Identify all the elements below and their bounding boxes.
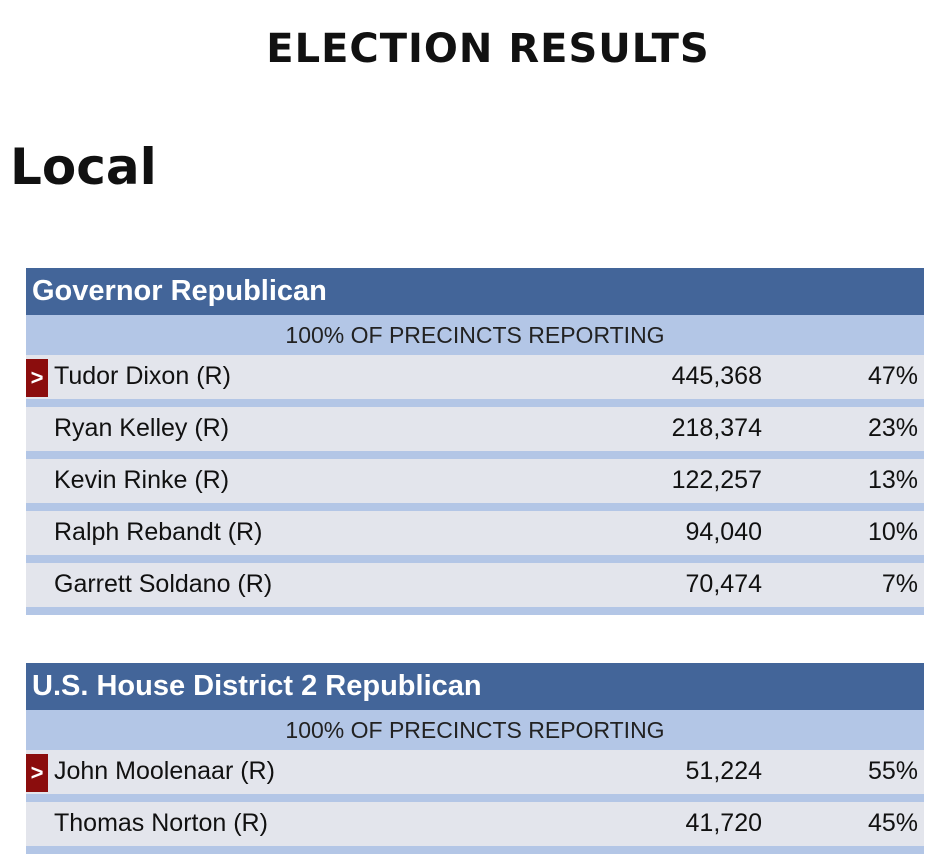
candidate-votes: 94,040 bbox=[685, 518, 762, 546]
candidate-votes: 218,374 bbox=[671, 414, 762, 442]
candidate-name: Kevin Rinke (R) bbox=[54, 466, 230, 494]
winner-marker-icon: > bbox=[26, 359, 48, 397]
candidate-percent: 10% bbox=[867, 518, 918, 546]
race-table-us-house-district-2: U.S. House District 2 Republican 100% OF… bbox=[26, 663, 924, 854]
candidate-percent: 23% bbox=[867, 414, 918, 442]
candidate-percent: 7% bbox=[881, 570, 918, 598]
candidate-name: Thomas Norton (R) bbox=[54, 809, 268, 837]
candidate-name: Ryan Kelley (R) bbox=[54, 414, 230, 442]
precincts-reporting: 100% OF PRECINCTS REPORTING bbox=[26, 710, 924, 750]
candidate-name: Tudor Dixon (R) bbox=[54, 362, 231, 390]
candidate-name: John Moolenaar (R) bbox=[54, 757, 275, 785]
candidate-name: Garrett Soldano (R) bbox=[54, 570, 273, 598]
candidate-votes: 122,257 bbox=[671, 466, 762, 494]
candidate-percent: 55% bbox=[867, 757, 918, 785]
candidate-votes: 445,368 bbox=[671, 362, 762, 390]
candidate-row: > John Moolenaar (R) 51,224 55% bbox=[26, 750, 924, 802]
candidate-percent: 13% bbox=[867, 466, 918, 494]
candidate-row: Ralph Rebandt (R) 94,040 10% bbox=[26, 511, 924, 563]
candidate-row: > Tudor Dixon (R) 445,368 47% bbox=[26, 355, 924, 407]
section-heading: Local bbox=[10, 138, 157, 196]
candidate-name: Ralph Rebandt (R) bbox=[54, 518, 263, 546]
candidate-row: Kevin Rinke (R) 122,257 13% bbox=[26, 459, 924, 511]
candidate-row: Thomas Norton (R) 41,720 45% bbox=[26, 802, 924, 854]
candidate-row: Ryan Kelley (R) 218,374 23% bbox=[26, 407, 924, 459]
candidate-row: Garrett Soldano (R) 70,474 7% bbox=[26, 563, 924, 615]
candidate-votes: 41,720 bbox=[685, 809, 762, 837]
race-title: U.S. House District 2 Republican bbox=[26, 663, 924, 710]
precincts-reporting: 100% OF PRECINCTS REPORTING bbox=[26, 315, 924, 355]
candidate-percent: 45% bbox=[867, 809, 918, 837]
winner-marker-icon: > bbox=[26, 754, 48, 792]
candidate-percent: 47% bbox=[867, 362, 918, 390]
candidate-votes: 70,474 bbox=[685, 570, 762, 598]
candidate-votes: 51,224 bbox=[685, 757, 762, 785]
race-title: Governor Republican bbox=[26, 268, 924, 315]
page-title: ELECTION RESULTS bbox=[266, 26, 710, 72]
race-table-governor: Governor Republican 100% OF PRECINCTS RE… bbox=[26, 268, 924, 615]
